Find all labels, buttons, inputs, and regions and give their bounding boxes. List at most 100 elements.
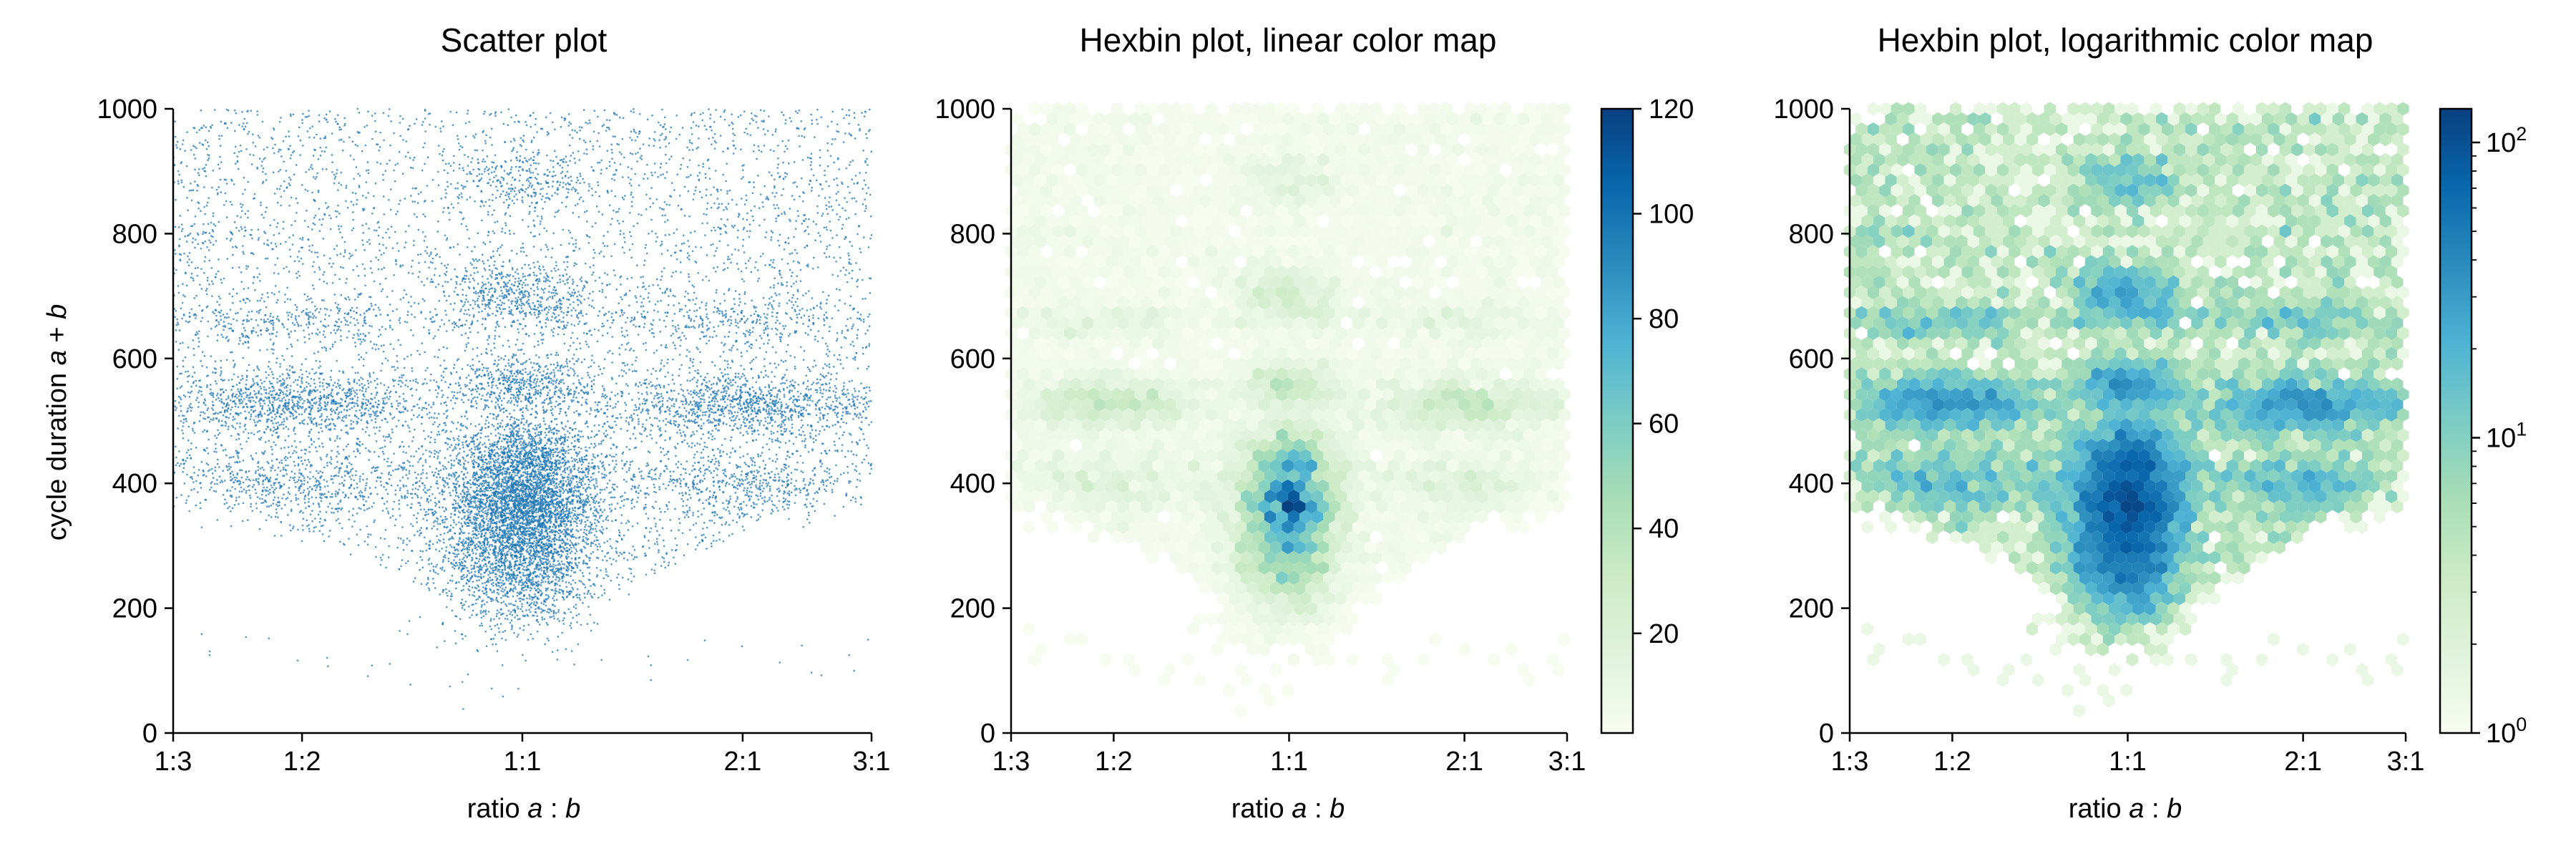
- scatter-point: [462, 565, 464, 567]
- scatter-point: [487, 509, 489, 511]
- scatter-point: [570, 503, 572, 505]
- scatter-point: [525, 542, 527, 545]
- scatter-point: [497, 555, 499, 557]
- scatter-point: [509, 493, 512, 495]
- scatter-point: [455, 457, 458, 460]
- scatter-point: [592, 512, 595, 515]
- scatter-point: [512, 455, 514, 457]
- scatter-point: [519, 591, 521, 593]
- scatter-point: [541, 513, 544, 516]
- scatter-point: [542, 578, 545, 580]
- scatter-point: [533, 450, 535, 452]
- scatter-point: [523, 533, 526, 535]
- scatter-point: [495, 573, 497, 576]
- scatter-point: [508, 561, 511, 563]
- scatter-point: [458, 561, 461, 564]
- scatter-point: [544, 466, 547, 468]
- scatter-point: [628, 593, 630, 596]
- scatter-point: [522, 562, 525, 565]
- scatter-point: [578, 561, 580, 564]
- scatter-point: [532, 573, 535, 575]
- scatter-point: [513, 584, 515, 586]
- scatter-point: [535, 547, 537, 549]
- scatter-point: [469, 513, 472, 515]
- scatter-point: [564, 472, 566, 474]
- scatter-point: [522, 541, 525, 544]
- scatter-point: [528, 604, 531, 606]
- scatter-point: [479, 555, 482, 558]
- scatter-point: [520, 525, 522, 528]
- scatter-point: [545, 515, 547, 518]
- scatter-point: [528, 524, 530, 527]
- scatter-point: [584, 520, 586, 523]
- scatter-point: [505, 579, 507, 581]
- scatter-point: [507, 530, 509, 533]
- scatter-point: [532, 545, 535, 548]
- scatter-point: [510, 566, 512, 568]
- scatter-point: [485, 513, 488, 515]
- scatter-point: [535, 571, 537, 573]
- scatter-point: [545, 479, 547, 481]
- scatter-point: [522, 543, 524, 545]
- scatter-point: [574, 507, 576, 510]
- scatter-point: [530, 545, 532, 548]
- scatter-point: [487, 524, 489, 526]
- scatter-point: [568, 593, 570, 596]
- scatter-point: [555, 521, 558, 523]
- scatter-point: [508, 473, 510, 475]
- scatter-point: [512, 505, 514, 507]
- scatter-point: [499, 552, 502, 555]
- scatter-point: [489, 490, 492, 492]
- scatter-point: [530, 461, 532, 463]
- scatter-point: [541, 532, 543, 535]
- scatter-point: [538, 538, 541, 540]
- scatter-point: [546, 465, 548, 467]
- scatter-point: [497, 533, 499, 536]
- scatter-point: [612, 496, 614, 499]
- scatter-point: [463, 462, 465, 465]
- scatter-point: [567, 608, 570, 611]
- scatter-point: [508, 498, 511, 500]
- scatter-point: [486, 463, 488, 465]
- scatter-point: [552, 589, 554, 591]
- scatter-point: [535, 576, 537, 578]
- scatter-point: [536, 615, 538, 617]
- scatter-point: [449, 544, 452, 546]
- scatter-point: [565, 503, 567, 506]
- scatter-point: [463, 503, 465, 506]
- scatter-point: [467, 536, 469, 539]
- scatter-point: [572, 515, 575, 517]
- scatter-point: [537, 528, 540, 530]
- scatter-point: [539, 558, 541, 560]
- scatter-point: [492, 487, 494, 490]
- scatter-point: [512, 431, 514, 433]
- scatter-point: [548, 576, 550, 578]
- scatter-point: [494, 634, 497, 636]
- scatter-point: [553, 485, 555, 487]
- scatter-point: [499, 519, 502, 521]
- scatter-point: [590, 532, 592, 534]
- scatter-point: [499, 568, 501, 571]
- scatter-point: [567, 473, 570, 476]
- scatter-point: [530, 438, 532, 440]
- scatter-point: [491, 424, 493, 426]
- scatter-point: [537, 470, 540, 472]
- scatter-point: [543, 537, 545, 539]
- scatter-point: [517, 485, 519, 488]
- scatter-point: [492, 545, 494, 548]
- scatter-point: [467, 522, 470, 524]
- scatter-point: [523, 544, 525, 547]
- scatter-point: [588, 557, 590, 559]
- scatter-point: [541, 452, 543, 454]
- scatter-point: [563, 504, 565, 506]
- scatter-point: [577, 643, 579, 646]
- scatter-point: [511, 580, 513, 582]
- scatter-point: [475, 602, 477, 605]
- scatter-point: [518, 545, 521, 548]
- scatter-point: [590, 466, 592, 468]
- scatter-point: [525, 569, 528, 572]
- scatter-point: [539, 469, 541, 471]
- scatter-point: [462, 500, 464, 502]
- scatter-point: [471, 523, 473, 525]
- scatter-point: [516, 549, 518, 551]
